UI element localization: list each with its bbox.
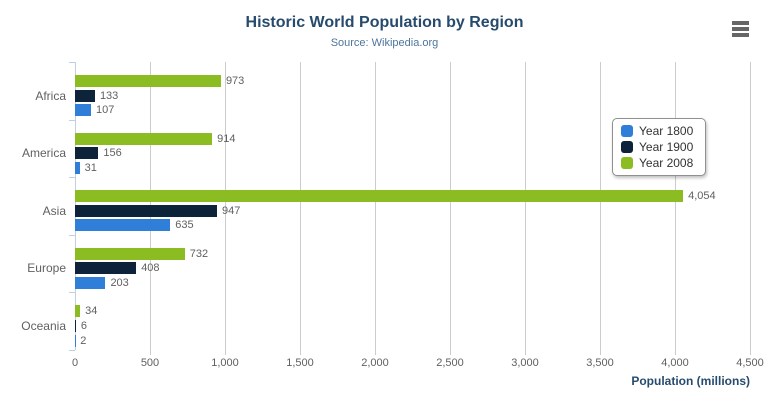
bar-year-2008-asia[interactable] [75, 190, 684, 203]
data-label: 408 [141, 262, 160, 275]
legend-symbol [621, 157, 633, 169]
x-axis-tick-label: 0 [71, 357, 79, 369]
legend-label: Year 1800 [639, 124, 694, 138]
x-axis-tick-label: 2,500 [436, 357, 464, 369]
gridline [525, 62, 526, 350]
gridline [300, 62, 301, 350]
bar-year-1800-america[interactable] [75, 161, 80, 174]
gridline [750, 62, 751, 350]
legend-item-year-1900[interactable]: Year 1900 [621, 139, 693, 155]
x-axis-tick-label: 1,000 [211, 357, 239, 369]
x-axis-tick [675, 350, 676, 355]
bar-year-2008-america[interactable] [75, 132, 213, 145]
gridline [450, 62, 451, 350]
data-label: 31 [84, 161, 97, 174]
x-axis-tick-label: 4,500 [736, 357, 764, 369]
x-axis-tick [600, 350, 601, 355]
hamburger-icon [732, 33, 749, 37]
data-label: 947 [222, 204, 241, 217]
data-label: 914 [217, 132, 236, 145]
x-axis-tick [225, 350, 226, 355]
hamburger-icon [732, 27, 749, 31]
bar-year-2008-oceania[interactable] [75, 305, 81, 318]
bar-year-1900-europe[interactable] [75, 262, 137, 275]
x-axis-tick [150, 350, 151, 355]
data-label: 973 [225, 75, 245, 87]
legend-symbol [621, 141, 633, 153]
hamburger-icon [732, 21, 749, 25]
legend-item-year-2008[interactable]: Year 2008 [621, 155, 693, 171]
data-label: 156 [103, 147, 122, 160]
x-axis-tick-label: 1,500 [286, 357, 314, 369]
y-axis-tick [69, 119, 75, 121]
gridline [225, 62, 226, 350]
gridline [600, 62, 601, 350]
y-axis-tick [69, 350, 75, 351]
data-label: 635 [175, 219, 194, 232]
chart-title: Historic World Population by Region [245, 14, 524, 31]
data-label: 107 [96, 104, 115, 117]
x-axis-tick [450, 350, 451, 355]
bar-year-1800-oceania[interactable] [75, 334, 76, 347]
x-axis-tick-label: 2,000 [361, 357, 389, 369]
bar-year-2008-africa[interactable] [75, 75, 221, 87]
bar-year-1900-america[interactable] [75, 147, 99, 160]
data-label: 133 [99, 89, 119, 102]
context-menu-button[interactable] [732, 21, 749, 37]
x-axis-tick [525, 350, 526, 355]
gridline [675, 62, 676, 350]
data-label: 6 [80, 320, 88, 332]
legend-item-year-1800[interactable]: Year 1800 [621, 123, 693, 139]
bar-year-1800-asia[interactable] [75, 219, 171, 232]
x-axis-tick [300, 350, 301, 355]
bar-year-2008-europe[interactable] [75, 247, 185, 260]
data-label: 34 [85, 305, 98, 318]
legend-label: Year 1900 [639, 140, 694, 154]
x-axis-tick-label: 3,000 [511, 357, 539, 369]
bar-year-1900-asia[interactable] [75, 204, 218, 217]
data-label: 732 [189, 247, 209, 260]
x-axis-tick-label: 4,000 [661, 357, 689, 369]
category-label: Europe [27, 261, 66, 276]
category-label: Asia [42, 203, 66, 218]
x-axis-title: Population (millions) [631, 374, 750, 388]
x-axis-tick [375, 350, 376, 355]
legend: Year 1800 Year 1900 Year 2008 [612, 118, 707, 176]
gridline [375, 62, 376, 350]
bar-year-1800-europe[interactable] [75, 277, 106, 289]
y-axis-tick [69, 292, 75, 294]
data-label: 2 [80, 334, 87, 347]
legend-label: Year 2008 [639, 156, 694, 170]
y-axis-tick [69, 234, 75, 236]
bar-year-1900-oceania[interactable] [75, 320, 76, 332]
bar-year-1800-africa[interactable] [75, 104, 92, 117]
category-label: Oceania [21, 319, 66, 333]
x-axis-tick [750, 350, 751, 355]
data-label: 203 [110, 277, 129, 289]
data-label: 4,054 [688, 190, 716, 203]
bar-year-1900-africa[interactable] [75, 89, 95, 102]
chart-subtitle: Source: Wikipedia.org [330, 37, 439, 49]
category-label: Africa [35, 88, 66, 103]
x-axis-tick-label: 500 [140, 357, 160, 369]
category-label: America [21, 146, 66, 161]
legend-symbol [621, 125, 633, 137]
y-axis-tick [69, 62, 75, 63]
y-axis-tick [69, 177, 75, 179]
x-axis-tick-label: 3,500 [586, 357, 614, 369]
